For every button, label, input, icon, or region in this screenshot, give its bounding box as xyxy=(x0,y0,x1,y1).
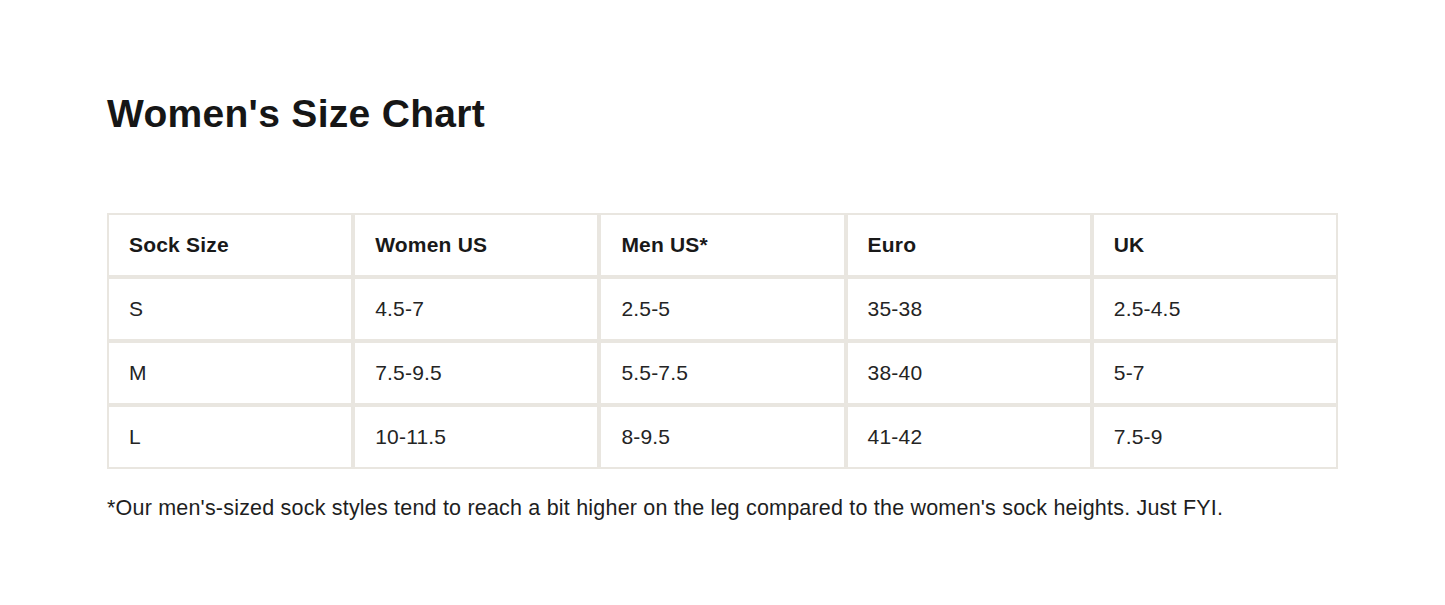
size-chart-table: Sock Size Women US Men US* Euro UK S 4.5… xyxy=(107,213,1338,469)
cell-women-us: 4.5-7 xyxy=(353,277,599,341)
column-header-euro: Euro xyxy=(846,213,1092,277)
table-row-small: S 4.5-7 2.5-5 35-38 2.5-4.5 xyxy=(107,277,1338,341)
cell-euro: 35-38 xyxy=(846,277,1092,341)
cell-women-us: 7.5-9.5 xyxy=(353,341,599,405)
cell-euro: 41-42 xyxy=(846,405,1092,469)
cell-sock-size: S xyxy=(107,277,353,341)
cell-men-us: 8-9.5 xyxy=(599,405,845,469)
cell-uk: 2.5-4.5 xyxy=(1092,277,1338,341)
cell-sock-size: M xyxy=(107,341,353,405)
cell-euro: 38-40 xyxy=(846,341,1092,405)
cell-uk: 7.5-9 xyxy=(1092,405,1338,469)
column-header-uk: UK xyxy=(1092,213,1338,277)
cell-men-us: 5.5-7.5 xyxy=(599,341,845,405)
column-header-sock-size: Sock Size xyxy=(107,213,353,277)
cell-uk: 5-7 xyxy=(1092,341,1338,405)
table-row-large: L 10-11.5 8-9.5 41-42 7.5-9 xyxy=(107,405,1338,469)
cell-men-us: 2.5-5 xyxy=(599,277,845,341)
table-header-row: Sock Size Women US Men US* Euro UK xyxy=(107,213,1338,277)
page-title: Women's Size Chart xyxy=(107,0,1338,139)
column-header-men-us: Men US* xyxy=(599,213,845,277)
size-chart-page: Women's Size Chart Sock Size Women US Me… xyxy=(0,0,1445,605)
cell-women-us: 10-11.5 xyxy=(353,405,599,469)
table-row-medium: M 7.5-9.5 5.5-7.5 38-40 5-7 xyxy=(107,341,1338,405)
cell-sock-size: L xyxy=(107,405,353,469)
column-header-women-us: Women US xyxy=(353,213,599,277)
mens-sizing-footnote: *Our men's-sized sock styles tend to rea… xyxy=(107,469,1338,523)
